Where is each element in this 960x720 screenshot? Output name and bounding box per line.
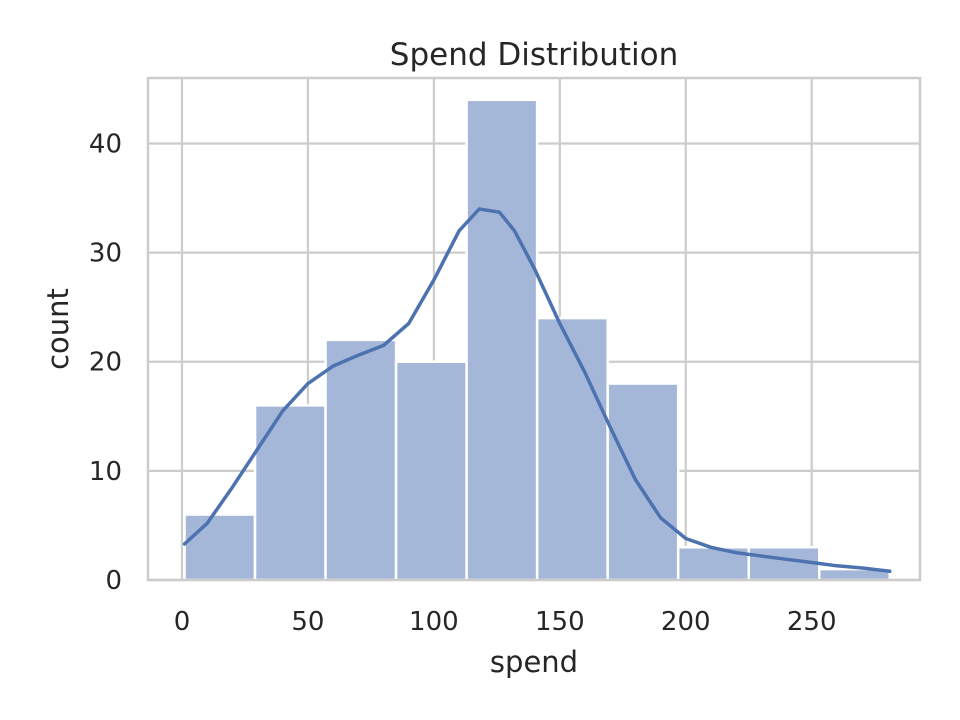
kde-line [182, 207, 892, 574]
y-axis-label: count [41, 288, 75, 370]
histogram-bar-6 [535, 316, 609, 582]
kde-layer [182, 207, 892, 574]
histogram-bar-3 [324, 338, 398, 582]
y-tick-label: 40 [89, 129, 122, 159]
x-tick-label: 250 [787, 607, 837, 637]
y-tick-label: 10 [89, 457, 122, 487]
histogram-bar-7 [606, 382, 680, 582]
histogram-bar-2 [253, 404, 327, 582]
chart-title: Spend Distribution [390, 37, 678, 73]
x-tick-label: 100 [409, 607, 459, 637]
x-tick-label: 0 [174, 607, 191, 637]
x-tick-label: 200 [661, 607, 711, 637]
histogram-bar-5 [465, 98, 539, 582]
y-tick-label: 30 [89, 239, 122, 269]
x-tick-label: 150 [535, 607, 585, 637]
ticks-layer: 0 50 100 150 200 250 0 10 20 30 40 [89, 129, 837, 637]
histogram-bar-4 [394, 360, 468, 582]
y-tick-label: 20 [89, 348, 122, 378]
y-tick-label: 0 [105, 566, 122, 596]
histogram-bar-1 [183, 513, 257, 582]
x-tick-label: 50 [291, 607, 324, 637]
plot-frame [146, 76, 922, 582]
bars-layer [183, 98, 892, 582]
x-axis-label: spend [490, 645, 578, 679]
